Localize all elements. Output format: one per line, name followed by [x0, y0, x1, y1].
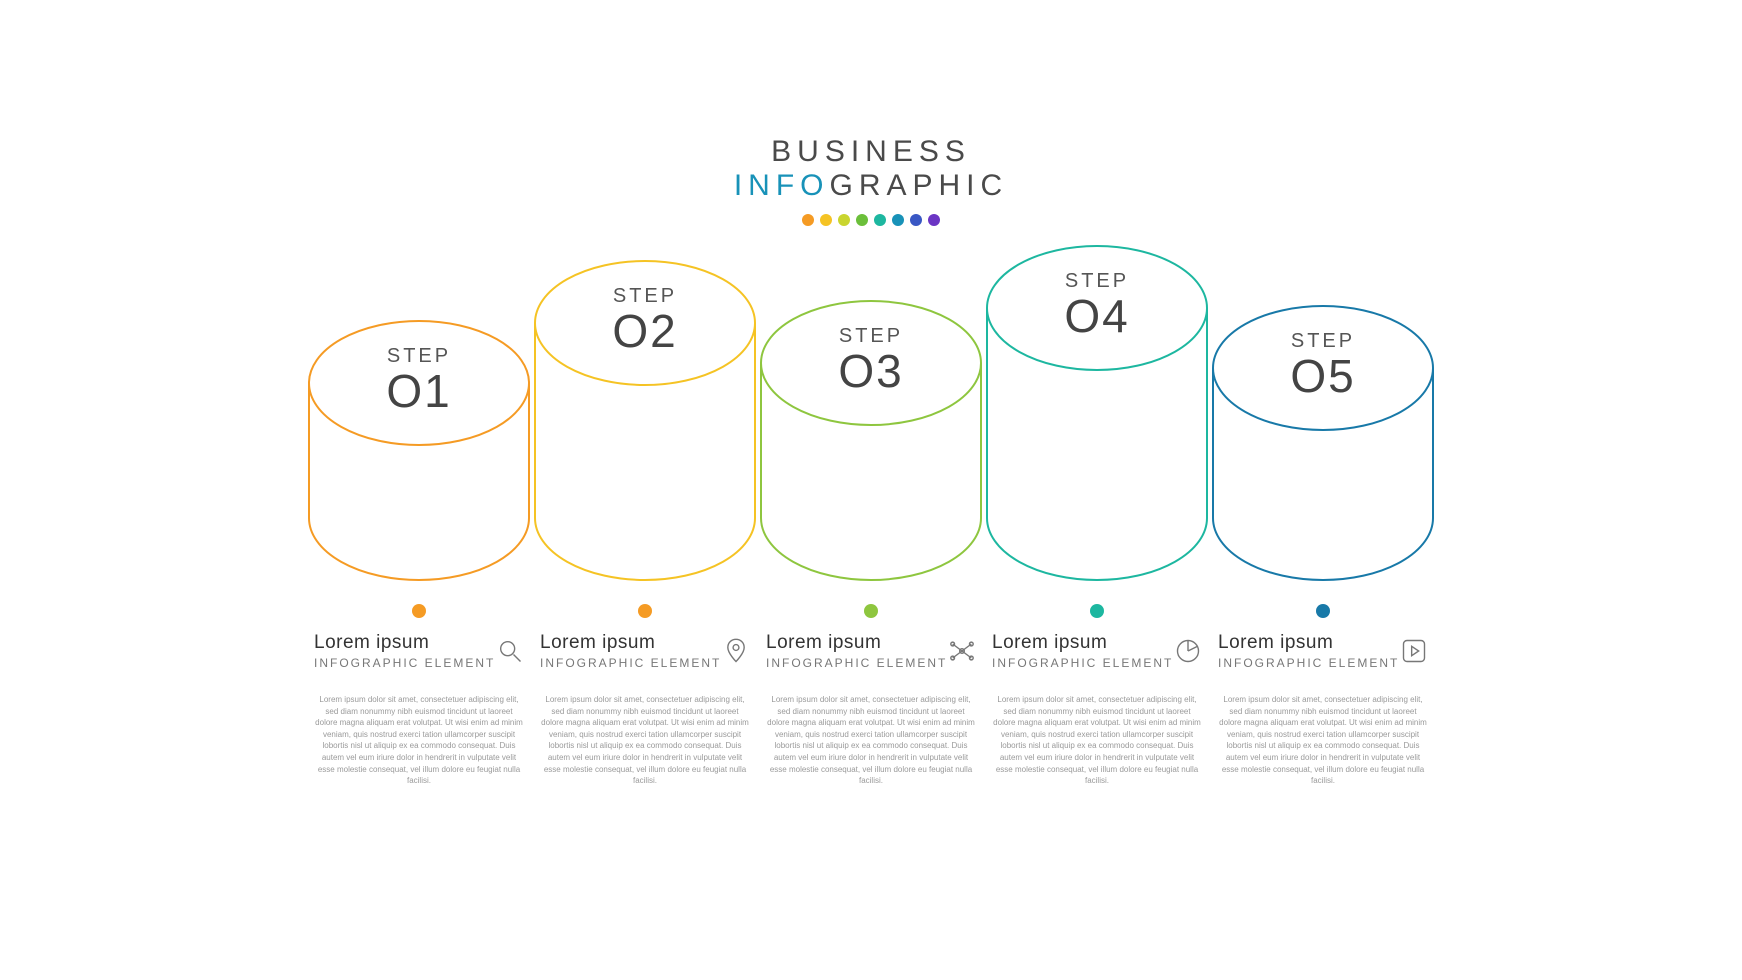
pin-icon	[722, 637, 750, 665]
text-column-5: Lorem ipsum INFOGRAPHIC ELEMENT Lorem ipsu…	[1218, 632, 1428, 787]
header-line1: BUSINESS	[0, 135, 1742, 169]
header-dot-3	[856, 214, 868, 226]
cylinder-label-2: STEPO2	[533, 285, 757, 354]
header-dot-5	[892, 214, 904, 226]
column-subtitle-1: INFOGRAPHIC ELEMENT	[314, 656, 495, 670]
column-title-4: Lorem ipsum	[992, 632, 1173, 654]
header-graphic: GRAPHIC	[829, 169, 1008, 202]
marker-dot-1	[412, 604, 426, 618]
header-info: INFO	[734, 169, 830, 202]
cylinder-label-5: STEPO5	[1211, 330, 1435, 399]
header: BUSINESS INFOGRAPHIC	[0, 135, 1742, 231]
header-dot-7	[928, 214, 940, 226]
cylinder-step-1: STEPO1	[307, 319, 531, 582]
cylinder-step-num-2: O2	[533, 308, 757, 354]
cylinder-step-num-4: O4	[985, 293, 1209, 339]
header-dot-6	[910, 214, 922, 226]
column-subtitle-4: INFOGRAPHIC ELEMENT	[992, 656, 1173, 670]
marker-dot-3	[864, 604, 878, 618]
header-dot-4	[874, 214, 886, 226]
column-body-3: Lorem ipsum dolor sit amet, consectetuer…	[766, 694, 976, 787]
column-subtitle-2: INFOGRAPHIC ELEMENT	[540, 656, 721, 670]
cylinder-label-1: STEPO1	[307, 345, 531, 414]
cylinder-step-num-3: O3	[759, 348, 983, 394]
cylinder-label-3: STEPO3	[759, 325, 983, 394]
column-subtitle-5: INFOGRAPHIC ELEMENT	[1218, 656, 1399, 670]
cylinder-label-4: STEPO4	[985, 270, 1209, 339]
cylinder-step-3: STEPO3	[759, 299, 983, 582]
marker-dot-4	[1090, 604, 1104, 618]
column-body-5: Lorem ipsum dolor sit amet, consectetuer…	[1218, 694, 1428, 787]
play-icon	[1400, 637, 1428, 665]
column-body-2: Lorem ipsum dolor sit amet, consectetuer…	[540, 694, 750, 787]
column-title-3: Lorem ipsum	[766, 632, 947, 654]
text-column-1: Lorem ipsum INFOGRAPHIC ELEMENT Lorem ipsu…	[314, 632, 524, 787]
column-body-1: Lorem ipsum dolor sit amet, consectetuer…	[314, 694, 524, 787]
column-title-1: Lorem ipsum	[314, 632, 495, 654]
header-dot-1	[820, 214, 832, 226]
pie-icon	[1174, 637, 1202, 665]
header-dot-2	[838, 214, 850, 226]
cylinder-step-4: STEPO4	[985, 244, 1209, 582]
cylinder-step-num-5: O5	[1211, 353, 1435, 399]
marker-dot-2	[638, 604, 652, 618]
text-column-4: Lorem ipsum INFOGRAPHIC ELEMENT Lorem ipsu…	[992, 632, 1202, 787]
column-subtitle-3: INFOGRAPHIC ELEMENT	[766, 656, 947, 670]
search-icon	[496, 637, 524, 665]
text-column-2: Lorem ipsum INFOGRAPHIC ELEMENT Lorem ipsu…	[540, 632, 750, 787]
column-body-4: Lorem ipsum dolor sit amet, consectetuer…	[992, 694, 1202, 787]
infographic-stage: BUSINESS INFOGRAPHIC STEPO1 STEPO2 STEPO…	[0, 0, 1742, 980]
header-line2: INFOGRAPHIC	[0, 169, 1742, 203]
network-icon	[948, 637, 976, 665]
column-title-5: Lorem ipsum	[1218, 632, 1399, 654]
text-column-3: Lorem ipsum INFOGRAPHIC ELEMENT Lorem ipsu…	[766, 632, 976, 787]
header-dot-row	[0, 213, 1742, 231]
column-title-2: Lorem ipsum	[540, 632, 721, 654]
marker-dot-5	[1316, 604, 1330, 618]
header-dot-0	[802, 214, 814, 226]
cylinder-step-2: STEPO2	[533, 259, 757, 582]
cylinder-step-5: STEPO5	[1211, 304, 1435, 582]
cylinder-step-num-1: O1	[307, 368, 531, 414]
